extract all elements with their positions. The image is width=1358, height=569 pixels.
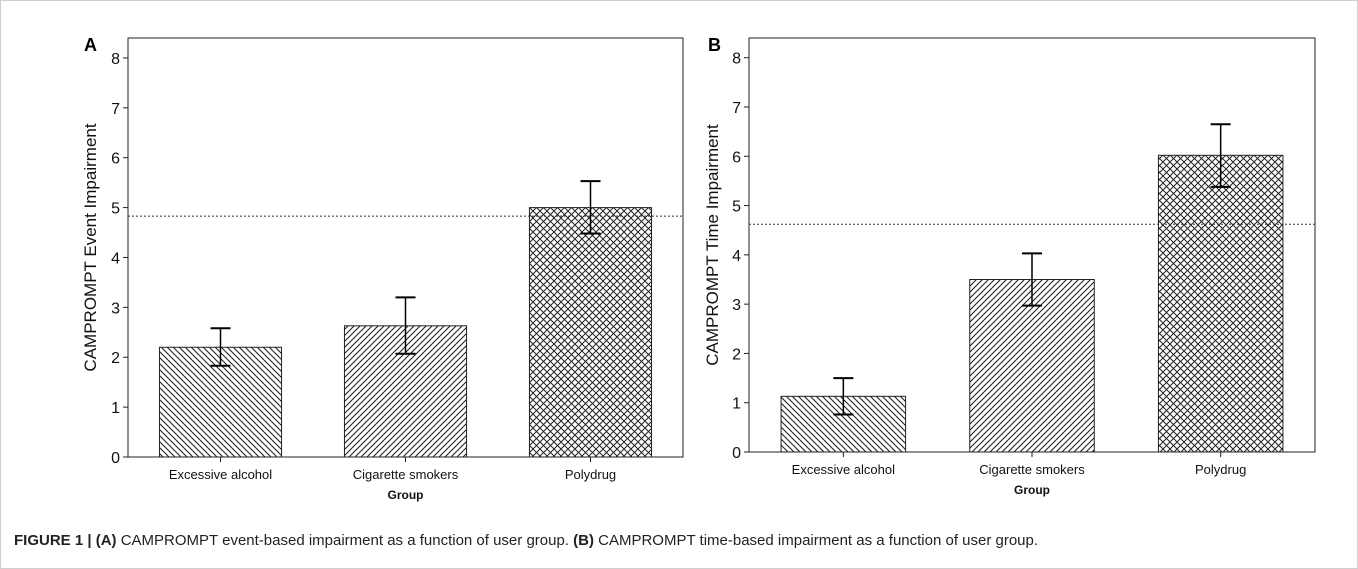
panel-b-bar xyxy=(969,279,1095,453)
panel-b-ytick-label: 8 xyxy=(732,51,741,68)
panel-a-ytick-label: 2 xyxy=(111,350,120,367)
panel-a-ytick-label: 8 xyxy=(111,51,120,68)
panel-b-ytick-label: 0 xyxy=(732,445,741,462)
caption-a-marker: (A) xyxy=(95,532,117,549)
panel-a-ytick-label: 1 xyxy=(111,400,120,417)
panel-a-letter: A xyxy=(84,35,97,55)
panel-b-category-label: Excessive alcohol xyxy=(792,462,895,477)
panel-a-x-axis-label: Group xyxy=(388,488,424,502)
panel-b-ytick-label: 6 xyxy=(732,149,741,166)
panel-b-category-label: Polydrug xyxy=(1195,462,1246,477)
caption-b-marker: (B) xyxy=(573,532,594,549)
panel-b-ytick-label: 7 xyxy=(732,100,741,117)
caption-b-text: CAMPROMPT time-based impairment as a fun… xyxy=(593,532,1039,549)
panel-b-x-axis-label: Group xyxy=(1014,483,1050,497)
panel-a-chart: 0 1 2 3 4 5 6 7 8 Excessive alcohol Cigarette smok… xyxy=(81,35,684,502)
panel-b-chart: 0 1 2 3 4 5 6 7 8 Excessive alcohol Cigarette smok… xyxy=(703,35,1316,497)
panel-a-y-axis-label: CAMPROMPT Event Impairment xyxy=(81,123,100,371)
panel-a-category-label: Cigarette smokers xyxy=(353,467,459,482)
panel-a-category-label: Excessive alcohol xyxy=(169,467,272,482)
panel-a-ytick-label: 3 xyxy=(111,300,120,317)
panel-b-letter: B xyxy=(708,35,721,55)
panel-a-ytick-label: 6 xyxy=(111,151,120,168)
caption-figure-label: FIGURE 1 | xyxy=(14,532,92,549)
panel-a-ytick-label: 5 xyxy=(111,201,120,218)
panel-b-ytick-label: 5 xyxy=(732,199,741,216)
panel-b-ytick-label: 1 xyxy=(732,396,741,413)
panel-b-ytick-label: 4 xyxy=(732,248,741,265)
panel-a-ytick-label: 4 xyxy=(111,250,120,267)
panel-a-ytick-label: 0 xyxy=(111,450,120,467)
charts-canvas: 0 1 2 3 4 5 6 7 8 Excessive alcohol Cigarette smok… xyxy=(81,35,1316,502)
panel-b-ytick-label: 3 xyxy=(732,297,741,314)
panel-a-category-label: Polydrug xyxy=(565,467,616,482)
caption-a-text: CAMPROMPT event-based impairment as a fu… xyxy=(116,532,574,549)
panel-a-bar xyxy=(528,207,653,458)
panel-b-category-label: Cigarette smokers xyxy=(979,462,1085,477)
figure-caption: FIGURE 1 | (A) CAMPROMPT event-based imp… xyxy=(14,532,1344,550)
panel-a-ytick-label: 7 xyxy=(111,101,120,118)
panel-b-y-axis-label: CAMPROMPT Time Impairment xyxy=(703,124,722,366)
panel-b-bar xyxy=(1157,154,1284,453)
panel-b-ytick-label: 2 xyxy=(732,346,741,363)
